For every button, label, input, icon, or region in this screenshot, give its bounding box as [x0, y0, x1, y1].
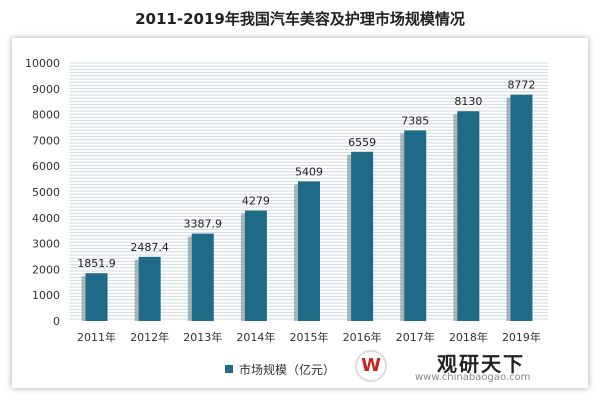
y-tick-label: 4000 — [32, 212, 60, 225]
data-label: 5409 — [295, 165, 323, 178]
watermark-brand: 观研天下 — [437, 352, 525, 376]
bar — [351, 151, 374, 321]
legend: 市场规模（亿元） — [225, 358, 365, 380]
x-tick-label: 2019年 — [502, 330, 541, 344]
bar — [457, 111, 480, 321]
y-tick-label: 1000 — [32, 289, 60, 302]
bar — [298, 181, 320, 321]
legend-swatch — [225, 365, 233, 373]
x-tick-label: 2012年 — [130, 330, 169, 344]
y-tick-label: 3000 — [32, 238, 60, 251]
data-label: 2487.4 — [130, 241, 169, 254]
watermark-logo: W — [355, 350, 387, 382]
x-tick-label: 2013年 — [183, 330, 222, 344]
bar — [244, 210, 267, 321]
bar — [138, 256, 161, 321]
y-tick-label: 2000 — [32, 263, 60, 276]
y-tick-label: 5000 — [32, 186, 60, 199]
y-tick-label: 6000 — [32, 160, 60, 173]
bar — [191, 233, 214, 321]
watermark-url: www.chinabaogao.com — [415, 372, 531, 383]
y-tick-label: 0 — [53, 315, 60, 328]
data-label: 3387.9 — [184, 218, 223, 231]
data-label: 1851.9 — [77, 257, 116, 270]
chart-title: 2011-2019年我国汽车美容及护理市场规模情况 — [135, 10, 465, 28]
x-tick-label: 2018年 — [449, 330, 488, 344]
y-tick-label: 7000 — [32, 134, 60, 147]
y-tick-label: 8000 — [32, 109, 60, 122]
data-label: 4279 — [242, 195, 270, 208]
bar — [404, 130, 427, 321]
y-tick-label: 10000 — [25, 57, 60, 70]
data-label: 8772 — [507, 79, 535, 92]
x-tick-label: 2011年 — [77, 330, 116, 344]
bar — [85, 273, 108, 321]
x-tick-label: 2014年 — [236, 330, 275, 344]
data-label: 6559 — [348, 136, 376, 149]
bar — [510, 94, 533, 321]
y-tick-label: 9000 — [32, 83, 60, 96]
x-tick-label: 2016年 — [343, 330, 382, 344]
x-tick-label: 2015年 — [290, 330, 329, 344]
data-label: 8130 — [454, 95, 482, 108]
data-label: 7385 — [401, 114, 429, 127]
watermark: W 观研天下 www.chinabaogao.com — [355, 348, 595, 388]
x-tick-label: 2017年 — [396, 330, 435, 344]
legend-label: 市场规模（亿元） — [239, 362, 336, 377]
